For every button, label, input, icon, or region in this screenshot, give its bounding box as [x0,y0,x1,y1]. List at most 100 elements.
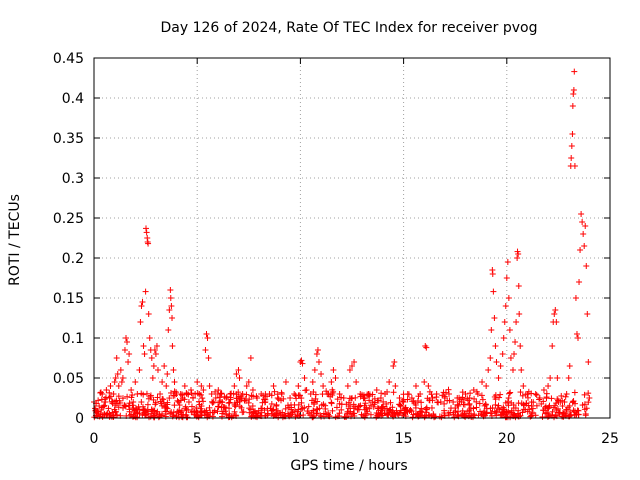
noise-point [496,394,503,401]
data-point [139,299,146,305]
noise-point [556,409,563,416]
noise-point [295,392,302,399]
data-point [412,383,419,389]
data-point [425,383,432,389]
noise-point [561,399,568,406]
noise-point [193,413,200,420]
noise-point [226,410,233,417]
noise-point [322,402,329,409]
noise-point [162,408,169,415]
noise-point [540,407,547,414]
data-point [555,399,562,405]
noise-point [158,400,165,407]
data-point [314,347,321,353]
data-point [320,383,327,389]
noise-point [525,394,532,401]
data-point [517,343,524,349]
noise-point [582,410,589,417]
y-tick-label: 0.05 [53,371,84,387]
noise-point [122,403,129,410]
data-point [404,391,411,397]
data-point [565,375,572,381]
data-point [571,68,578,75]
data-point [119,375,126,381]
data-point [125,359,132,365]
noise-point [367,402,374,409]
data-point [183,391,190,397]
data-point [145,240,152,247]
data-point [462,391,469,397]
noise-point [446,397,453,404]
noise-point [338,394,345,401]
noise-point [214,408,221,415]
data-point [239,391,246,397]
axis-ticks: 0 5 10 15 20 25 0 0.05 0.1 0.15 0.2 0.25 0.3 0.35 0.4 0… [53,51,619,447]
data-point [528,399,535,405]
data-point [171,379,178,385]
data-point [287,395,294,401]
noise-point [232,412,239,419]
data-point [571,163,578,169]
noise-point [134,414,141,421]
noise-point [357,402,364,409]
data-point [109,400,116,407]
data-point [386,379,393,385]
y-tick-label: 0.2 [62,251,84,267]
noise-point [412,404,419,411]
data-point [117,367,124,373]
noise-point [503,408,510,415]
noise-point [145,395,152,402]
noise-point [510,401,517,408]
noise-point [533,391,540,398]
data-point [515,283,522,289]
noise-point [392,411,399,418]
noise-point [243,391,250,398]
noise-point [581,391,588,398]
data-point [570,87,577,93]
noise-point [585,390,592,397]
noise-point [129,392,136,399]
x-axis-label: GPS time / hours [290,458,407,474]
noise-point [211,407,218,414]
data-point [536,395,543,401]
data-point [584,311,591,317]
data-point [391,359,398,365]
data-point [506,327,513,333]
noise-point [336,410,343,417]
noise-point [168,389,175,396]
noise-point [438,414,445,421]
noise-point [418,405,425,412]
noise-point [200,398,207,405]
data-point [214,391,221,397]
noise-point [191,408,198,415]
y-axis-label: ROTI / TECUs [7,194,23,286]
noise-point [428,391,435,398]
noise-point [226,405,233,412]
noise-point [143,390,150,397]
noise-point [271,412,278,419]
noise-point [327,393,334,400]
data-point [454,395,461,401]
data-point [114,371,121,377]
data-point [161,363,168,369]
noise-point [422,406,429,413]
data-point [505,295,512,301]
data-point [400,399,407,405]
x-tick-label: 10 [291,431,309,447]
noise-point [552,412,559,419]
data-point [111,379,118,385]
noise-point [294,408,301,415]
noise-point [491,408,498,415]
data-point [138,303,145,309]
noise-point [550,404,557,411]
data-point [492,343,499,349]
data-point [369,399,376,405]
noise-point [338,406,345,413]
noise-point [451,414,458,421]
data-point [218,399,225,405]
noise-point [313,410,320,417]
noise-point [565,404,572,411]
noise-point [462,414,469,421]
data-point [154,367,161,373]
data-point [578,211,585,217]
